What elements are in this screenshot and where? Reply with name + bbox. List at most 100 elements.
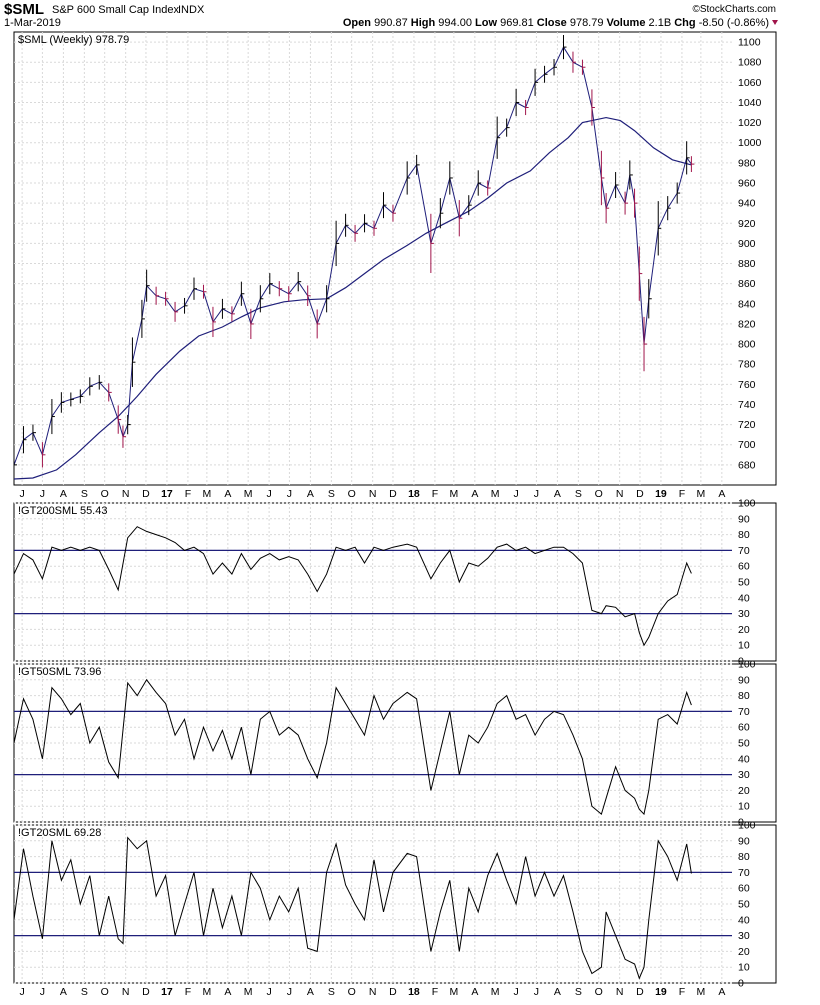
- y-tick-label: 1000: [738, 137, 762, 149]
- x-tick-label: J: [19, 488, 24, 500]
- x-tick-label: A: [307, 488, 314, 500]
- x-tick-label: S: [81, 986, 88, 998]
- y-tick-label: 900: [738, 238, 756, 250]
- y-tick-label: 100: [738, 659, 756, 671]
- x-tick-label: N: [616, 488, 624, 500]
- x-tick-label: J: [514, 488, 519, 500]
- x-tick-label: D: [142, 488, 150, 500]
- x-tick-label: S: [575, 986, 582, 998]
- x-tick-label: M: [244, 986, 253, 998]
- panel-frame: [13, 31, 777, 486]
- x-tick-label: J: [534, 488, 539, 500]
- y-tick-label: 1100: [738, 37, 761, 49]
- y-tick-label: 760: [738, 379, 756, 391]
- y-tick-label: 10: [738, 962, 750, 974]
- y-tick-label: 920: [738, 218, 756, 230]
- x-tick-label: S: [328, 986, 335, 998]
- x-tick-label: M: [696, 488, 705, 500]
- y-tick-label: 80: [738, 851, 750, 863]
- y-tick-label: 50: [738, 738, 750, 750]
- panel-indicator-2: 0 10 20 30 40 50 60 70 80 90 100 !GT50SML 73.96: [13, 659, 777, 829]
- x-tick-label: M: [491, 986, 500, 998]
- x-tick-label: M: [202, 488, 211, 500]
- symbol: $SML: [4, 1, 44, 18]
- x-tick-label: S: [575, 488, 582, 500]
- y-tick-label: 1060: [738, 77, 762, 89]
- x-tick-label: M: [449, 986, 458, 998]
- y-tick-label: 90: [738, 513, 750, 525]
- y-tick-label: 40: [738, 914, 750, 926]
- x-tick-label: N: [369, 986, 377, 998]
- series-legend: !GT20SML 69.28: [18, 827, 101, 839]
- y-tick-label: 860: [738, 278, 756, 290]
- x-tick-label: O: [348, 986, 356, 998]
- x-axis: J J A S O N D 17 F M A M J J A S O N D 18 F M A M J J A S O N D 19 F M A: [19, 986, 725, 998]
- x-tick-label: N: [616, 986, 624, 998]
- x-tick-label: O: [101, 986, 109, 998]
- x-tick-label: D: [389, 986, 397, 998]
- y-tick-label: 20: [738, 785, 750, 797]
- x-tick-label: F: [185, 986, 191, 998]
- quote-line: Open 990.87 High 994.00 Low 969.81 Close…: [343, 17, 769, 29]
- panel-indicator-1: 0 10 20 30 40 50 60 70 80 90 100 !GT200SML 55.43: [13, 498, 777, 668]
- y-tick-label: 90: [738, 674, 750, 686]
- y-tick-label: 100: [738, 820, 756, 832]
- x-tick-label: A: [718, 986, 725, 998]
- x-tick-label: A: [224, 488, 231, 500]
- x-tick-label: D: [636, 488, 644, 500]
- y-tick-label: 800: [738, 339, 756, 351]
- x-tick-label: M: [202, 986, 211, 998]
- x-tick-label: J: [534, 986, 539, 998]
- x-tick-label: J: [19, 986, 24, 998]
- x-tick-label: 18: [408, 488, 420, 500]
- y-tick-label: 50: [738, 577, 750, 589]
- y-tick-label: 980: [738, 157, 756, 169]
- x-tick-label: A: [554, 488, 561, 500]
- y-tick-label: 10: [738, 801, 750, 813]
- down-triangle-icon: [772, 20, 778, 25]
- indicator-line: [13, 526, 692, 647]
- y-tick-label: 1080: [738, 57, 762, 69]
- y-tick-label: 20: [738, 624, 750, 636]
- x-tick-label: 19: [655, 488, 667, 500]
- x-tick-label: 17: [161, 986, 173, 998]
- x-tick-label: 18: [408, 986, 420, 998]
- x-tick-label: A: [224, 986, 231, 998]
- y-tick-label: 70: [738, 545, 750, 557]
- y-tick-label: 940: [738, 198, 756, 210]
- x-tick-label: O: [101, 488, 109, 500]
- y-tick-label: 70: [738, 867, 750, 879]
- x-tick-label: S: [81, 488, 88, 500]
- x-tick-label: A: [471, 488, 478, 500]
- x-tick-label: J: [40, 986, 45, 998]
- series-legend: $SML (Weekly) 978.79: [18, 34, 129, 46]
- x-tick-label: J: [287, 986, 292, 998]
- x-tick-label: F: [432, 488, 438, 500]
- y-tick-label: 100: [738, 498, 756, 510]
- indicator-line: [13, 836, 692, 980]
- y-tick-label: 0: [738, 978, 744, 990]
- series-legend: !GT200SML 55.43: [18, 505, 107, 517]
- y-tick-label: 60: [738, 883, 750, 895]
- x-tick-label: O: [348, 488, 356, 500]
- x-tick-label: F: [432, 986, 438, 998]
- y-tick-label: 700: [738, 439, 756, 451]
- chart-header: $SML S&P 600 Small Cap Index INDX 1-Mar-…: [4, 1, 778, 29]
- x-tick-label: 19: [655, 986, 667, 998]
- x-tick-label: M: [244, 488, 253, 500]
- x-tick-label: J: [40, 488, 45, 500]
- index-name: S&P 600 Small Cap Index: [52, 4, 179, 16]
- y-tick-label: 740: [738, 399, 756, 411]
- x-tick-label: A: [471, 986, 478, 998]
- y-tick-label: 30: [738, 930, 750, 942]
- y-tick-label: 70: [738, 706, 750, 718]
- exchange: INDX: [178, 4, 205, 16]
- y-tick-label: 10: [738, 640, 750, 652]
- panel-indicator-3: 0 10 20 30 40 50 60 70 80 90 100 !GT20SML 69.28: [13, 820, 777, 990]
- y-tick-label: 780: [738, 359, 756, 371]
- x-axis: J J A S O N D 17 F M A M J J A S O N D 18 F M A M J J A S O N D 19 F M A: [19, 488, 725, 500]
- y-tick-label: 0: [738, 656, 744, 668]
- y-tick-label: 90: [738, 835, 750, 847]
- quote-date: 1-Mar-2019: [4, 17, 61, 29]
